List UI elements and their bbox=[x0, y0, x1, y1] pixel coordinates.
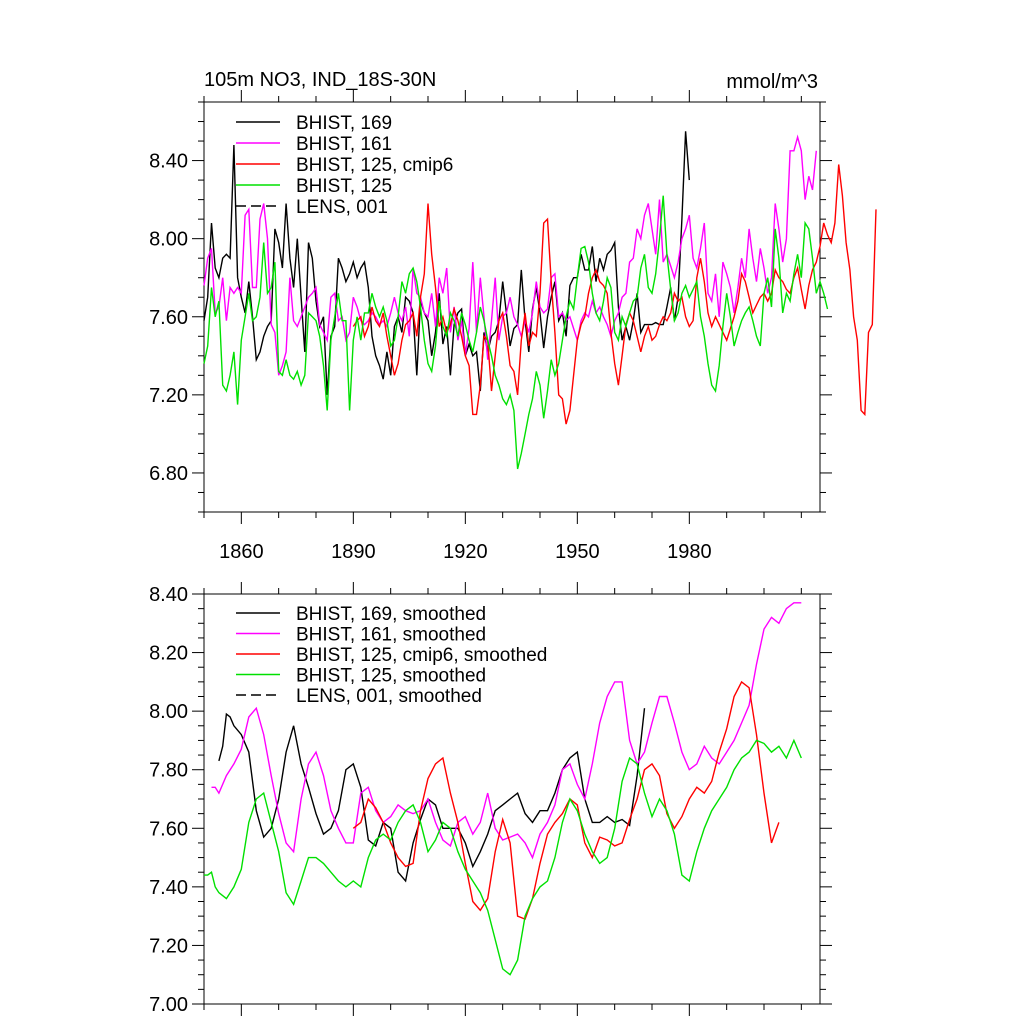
x-tick-label: 1980 bbox=[667, 541, 712, 563]
series-line-3 bbox=[204, 738, 802, 976]
series-line-1 bbox=[211, 602, 802, 860]
top-plot-frame bbox=[203, 101, 821, 513]
bottom-y-tick-labels: 7.00 7.20 7.40 7.60 7.80 8.00 8.20 8.40 bbox=[149, 584, 188, 1016]
y-tick-label: 8.40 bbox=[149, 151, 188, 173]
legend-entry: BHIST, 125, cmip6 bbox=[296, 155, 453, 176]
y-tick-label: 7.80 bbox=[149, 760, 188, 782]
legend-entry: BHIST, 169 bbox=[296, 113, 392, 134]
series-line-2 bbox=[352, 164, 877, 425]
x-tick-label: 1890 bbox=[331, 541, 376, 563]
legend-entry: BHIST, 169, smoothed bbox=[296, 604, 486, 625]
series-line-2 bbox=[352, 680, 780, 921]
series-line-3 bbox=[203, 195, 829, 470]
top-x-tick-labels: 1860 1890 1920 1950 1980 bbox=[219, 541, 711, 563]
bottom-axis-ticks bbox=[192, 582, 832, 1016]
y-tick-label: 7.00 bbox=[149, 994, 188, 1016]
series-line-0 bbox=[218, 708, 646, 883]
y-tick-label: 7.20 bbox=[149, 935, 188, 957]
top-axis-ticks bbox=[192, 90, 832, 524]
top-y-tick-labels: 6.80 7.20 7.60 8.00 8.40 bbox=[149, 151, 188, 485]
legend-entry: BHIST, 125 bbox=[296, 176, 392, 197]
x-tick-label: 1950 bbox=[555, 541, 600, 563]
y-tick-label: 8.20 bbox=[149, 643, 188, 665]
series-line-0 bbox=[203, 131, 690, 395]
legend-entry: LENS, 001 bbox=[296, 197, 388, 218]
units-label: mmol/m^3 bbox=[726, 71, 818, 93]
top-series-lines bbox=[203, 131, 877, 470]
legend-entry: BHIST, 125, cmip6, smoothed bbox=[296, 645, 547, 666]
y-tick-label: 8.40 bbox=[149, 584, 188, 606]
legend-entry: LENS, 001, smoothed bbox=[296, 686, 482, 707]
y-tick-label: 7.40 bbox=[149, 877, 188, 899]
y-tick-label: 7.20 bbox=[149, 385, 188, 407]
y-tick-label: 7.60 bbox=[149, 818, 188, 840]
y-tick-label: 8.00 bbox=[149, 701, 188, 723]
y-tick-label: 8.00 bbox=[149, 229, 188, 251]
legend-entry: BHIST, 161 bbox=[296, 134, 392, 155]
y-tick-label: 7.60 bbox=[149, 307, 188, 329]
series-line-1 bbox=[203, 134, 817, 376]
bottom-series-lines bbox=[204, 602, 802, 976]
legend-entry: BHIST, 125, smoothed bbox=[296, 666, 486, 687]
top-panel-title: 105m NO3, IND_18S-30N bbox=[204, 69, 436, 91]
top-panel: 105m NO3, IND_18S-30N mmol/m^3 6.80 7.20 7… bbox=[149, 69, 877, 563]
x-tick-label: 1860 bbox=[219, 541, 264, 563]
bottom-panel: 7.00 7.20 7.40 7.60 7.80 8.00 8.20 8.40 BHIST, … bbox=[149, 582, 832, 1016]
x-tick-label: 1920 bbox=[443, 541, 488, 563]
y-tick-label: 6.80 bbox=[149, 463, 188, 485]
legend-entry: BHIST, 161, smoothed bbox=[296, 625, 486, 646]
